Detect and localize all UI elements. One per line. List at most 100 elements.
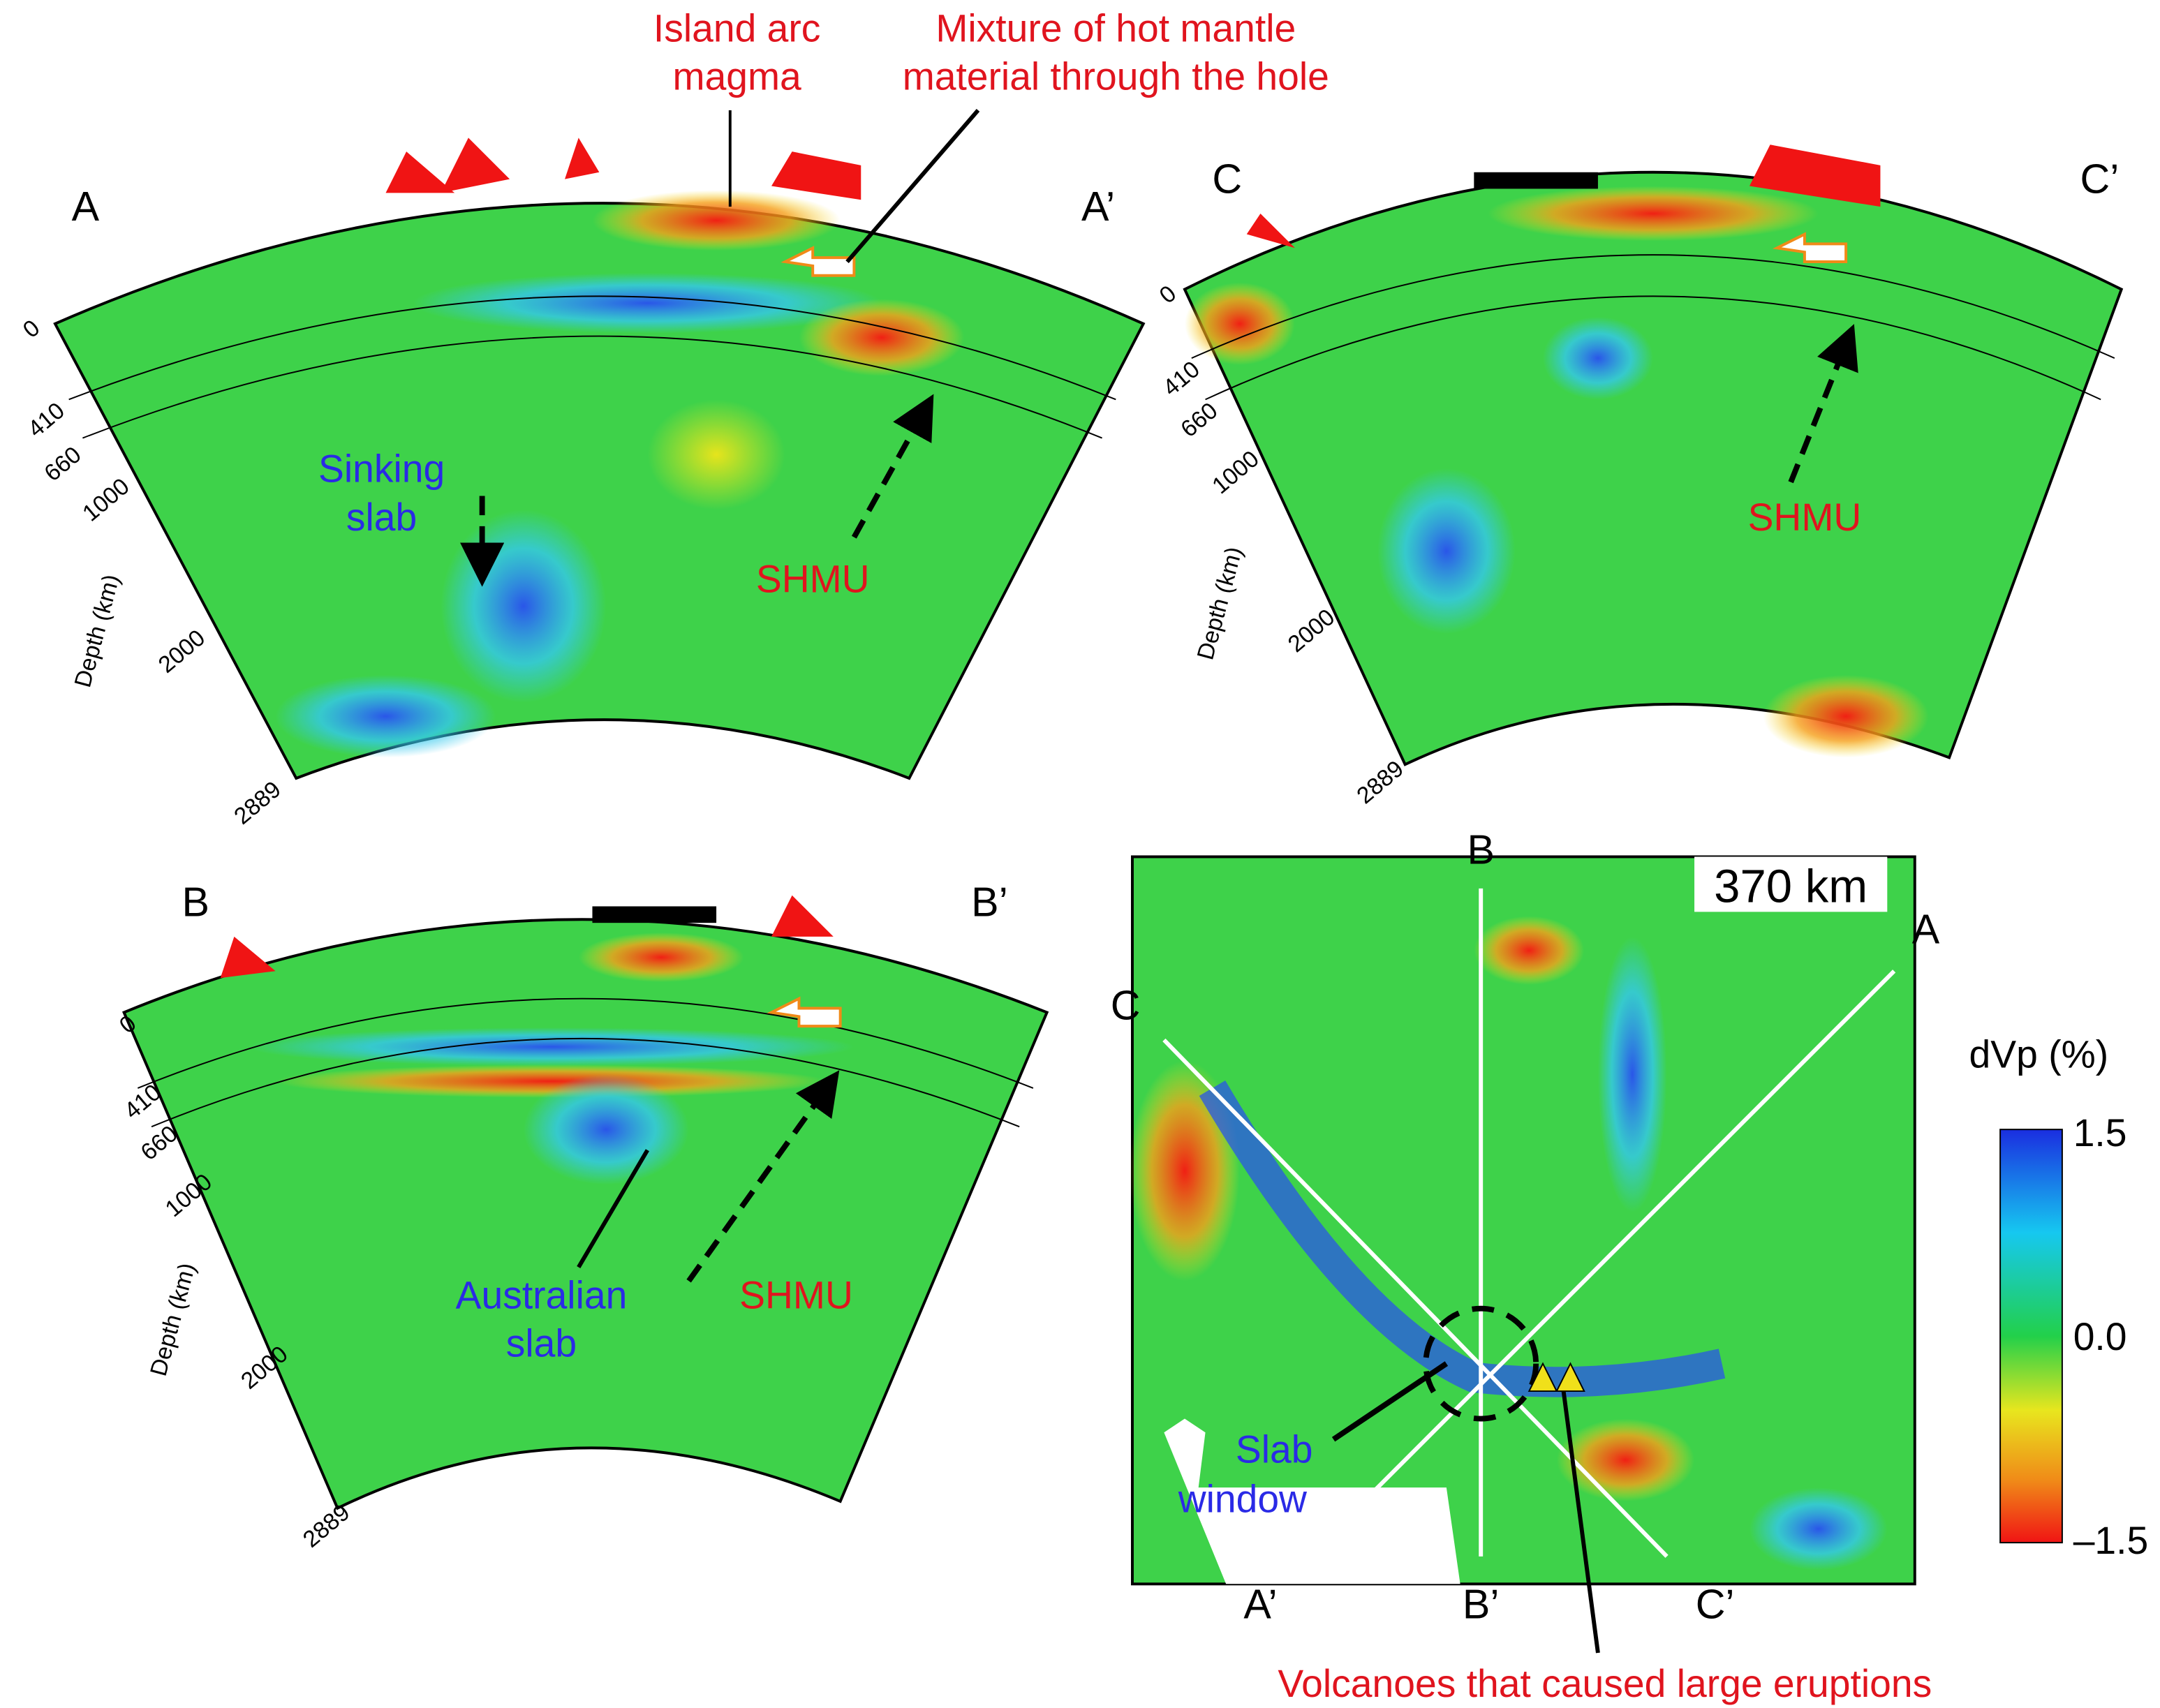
depth-tick: 2000 <box>154 625 210 678</box>
pointer <box>845 109 980 263</box>
annotation: SHMU <box>756 558 870 601</box>
slab-anomaly <box>523 1074 689 1185</box>
annotation: magma <box>673 54 802 98</box>
slab-anomaly <box>248 1027 855 1067</box>
rise-arrow <box>851 394 934 539</box>
colorbar-ramp <box>1999 1129 2063 1544</box>
hot-anomaly <box>1184 282 1295 366</box>
volcano-bars <box>1246 144 1881 248</box>
hot-anomaly <box>592 190 841 251</box>
profile-label: C’ <box>2080 155 2120 202</box>
depth-tick: 660 <box>40 442 87 487</box>
410-line <box>137 997 1034 1089</box>
colorbar-tick: 1.5 <box>2073 1111 2127 1154</box>
colorbar: dVp (%) 1.5 0.0 –1.5 <box>1969 1032 2149 1562</box>
depth-axis-title: Depth (km) <box>70 572 125 690</box>
section-fan <box>121 918 1049 1510</box>
colorbar-title: dVp (%) <box>1969 1032 2109 1076</box>
depth-tick: 2889 <box>298 1499 355 1552</box>
profile-label: C <box>1111 981 1141 1028</box>
annotation: Mixture of hot mantle <box>935 6 1296 50</box>
slab-anomaly <box>1543 316 1653 400</box>
660-line <box>82 335 1102 439</box>
annotation: Sinking <box>318 447 445 491</box>
profile-label: A’ <box>1243 1581 1277 1628</box>
annotation: Island arc <box>653 6 821 50</box>
station-bars <box>1474 172 1598 189</box>
profile-label: B’ <box>1463 1581 1500 1628</box>
profile-label: B <box>1467 826 1494 872</box>
depth-tick: 0 <box>1155 281 1181 309</box>
pointer <box>1331 1361 1449 1442</box>
depth-tick: 2000 <box>1283 604 1340 658</box>
annotation: material through the hole <box>903 54 1329 98</box>
profile-label: A <box>1912 906 1940 953</box>
label-box <box>1694 856 1888 912</box>
hot-anomaly <box>1474 916 1585 985</box>
rise-arrow <box>1788 324 1858 484</box>
hollow-arrow <box>1772 232 1848 263</box>
no-data <box>1164 1418 1460 1584</box>
depth-tick: 0 <box>18 315 45 343</box>
depth-tick: 660 <box>1176 398 1223 443</box>
pointer <box>1561 1390 1600 1654</box>
map: 370 km A A’ B B’ C C’ Slab window Volcan… <box>1111 826 1940 1705</box>
slab-trace <box>1199 1080 1726 1397</box>
profile-label: B’ <box>971 878 1008 925</box>
410-line <box>1191 254 2115 359</box>
annotation: Australian <box>456 1274 628 1317</box>
annotation: window <box>1178 1478 1308 1521</box>
anomaly <box>647 399 785 510</box>
pointer <box>577 1149 649 1268</box>
slab-anomaly <box>275 674 496 758</box>
slab-anomaly <box>1749 1487 1888 1570</box>
profile-label: B <box>182 878 209 925</box>
annotation: slab <box>506 1322 577 1365</box>
hollow-arrow <box>767 996 842 1028</box>
depth-tick: 2889 <box>230 776 286 829</box>
profile-label: C <box>1212 155 1242 202</box>
panel-a: A A’ 0 410 660 1000 2000 2889 Depth (km)… <box>18 6 1329 829</box>
hot-anomaly <box>275 1064 827 1098</box>
colorbar-tick: 0.0 <box>2073 1315 2127 1358</box>
annotation: Volcanoes that caused large eruptions <box>1278 1662 1932 1705</box>
660-line <box>1205 295 2101 401</box>
depth-tick: 1000 <box>1208 446 1264 499</box>
slab-window-circle <box>1423 1305 1539 1422</box>
slab-anomaly <box>1597 936 1667 1212</box>
volcano-bars <box>385 138 861 200</box>
profile-line <box>1307 970 1896 1558</box>
depth-tick: 2889 <box>1352 756 1409 809</box>
hollow-arrow <box>781 246 856 277</box>
profile-label: A’ <box>1081 183 1115 230</box>
depth-tick: 410 <box>23 398 70 443</box>
panel-c: C C’ 0 410 660 1000 2000 2889 Depth (km)… <box>1155 144 2124 809</box>
profile-line <box>1162 1038 1669 1558</box>
slab-anomaly <box>413 272 882 334</box>
hot-anomaly <box>578 932 744 983</box>
profile-label: A <box>72 183 100 230</box>
depth-tick: 1000 <box>78 473 135 526</box>
volcano-marker <box>1527 1362 1585 1393</box>
hot-anomaly <box>1763 674 1929 758</box>
annotation: Slab <box>1236 1428 1313 1471</box>
slab-anomaly <box>441 510 607 703</box>
rise-arrow <box>686 1070 840 1283</box>
station-bars <box>592 906 717 923</box>
depth-axis-title: Depth (km) <box>146 1261 201 1379</box>
410-line <box>68 295 1116 401</box>
annotation: SHMU <box>1748 496 1862 539</box>
hot-anomaly <box>1488 186 1819 242</box>
depth-tick: 410 <box>1158 357 1205 401</box>
660-line <box>151 1038 1020 1128</box>
annotation: SHMU <box>739 1274 853 1317</box>
hot-anomaly <box>799 299 965 376</box>
slab-anomaly <box>1377 468 1516 634</box>
map-depth-label: 370 km <box>1714 861 1867 913</box>
colorbar-tick: –1.5 <box>2073 1519 2149 1562</box>
section-fan <box>1183 170 2124 766</box>
depth-axis-title: Depth (km) <box>1192 544 1248 663</box>
annotation: slab <box>346 496 417 539</box>
panel-b: B B’ 0 410 660 1000 2000 2889 Depth (km)… <box>114 878 1049 1553</box>
